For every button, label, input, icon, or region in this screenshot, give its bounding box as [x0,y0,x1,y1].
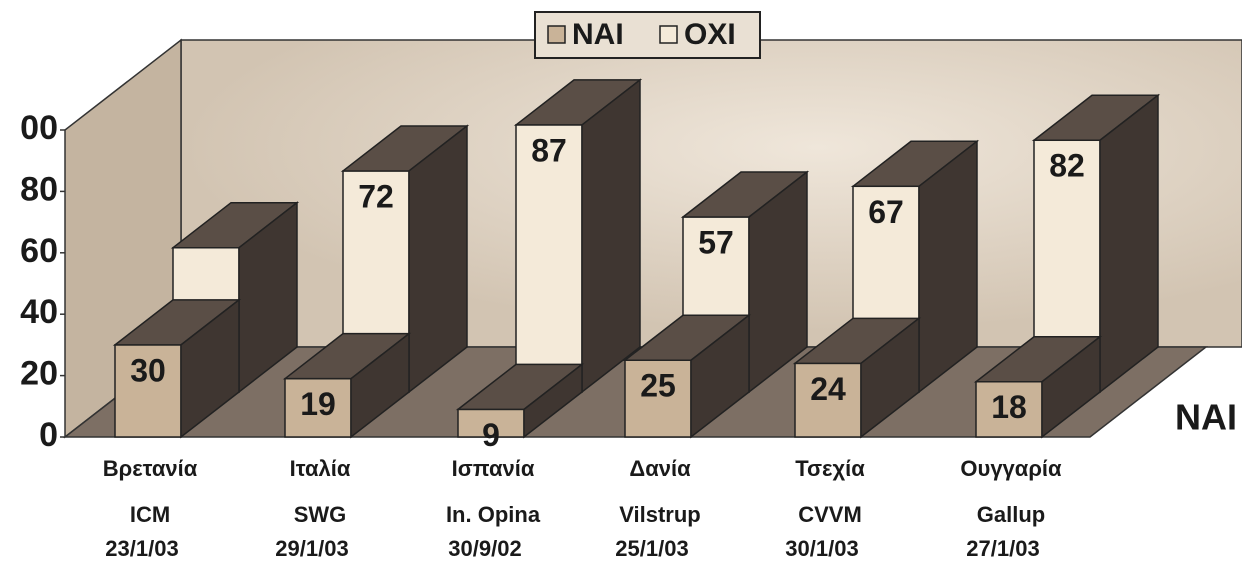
x-tick-label: Βρετανία [103,456,198,481]
bar-front [284,377,352,438]
x-tick-pollster: In. Opina [446,502,541,527]
x-tick-date: 27/1/03 [966,536,1039,561]
x-tick-pollster: ICM [130,502,170,527]
bar-side [860,316,920,439]
bar-side [408,124,468,394]
y-tick-label: 60 [20,232,58,270]
x-tick-label: Ισπανία [452,456,535,481]
value-label: 25 [640,368,676,404]
x-tick-pollster: CVVM [798,502,862,527]
y-tick-label: 80 [20,170,58,208]
bar-side [1041,335,1101,439]
x-tick-pollster: Gallup [977,502,1045,527]
y-tick-label: 0 [39,416,58,454]
bar-side [523,362,583,439]
x-tick-label: Δανία [629,456,691,481]
value-label: 67 [868,194,904,230]
y-tick-label: 20 [20,355,58,393]
legend-swatch [659,25,678,44]
y-tick-label: 00 [20,109,58,147]
bar-side [918,139,978,394]
bar-front [794,362,862,438]
legend-swatch [547,25,566,44]
x-tick-label: Ιταλία [290,456,351,481]
bar-side [581,78,641,394]
bar-front [975,380,1043,438]
value-label: 87 [531,132,567,168]
x-tick-label: Ουγγαρία [960,456,1062,481]
value-label: 82 [1049,148,1085,184]
value-label: 18 [991,389,1027,425]
x-tick-date: 25/1/03 [615,536,688,561]
x-tick-date: 23/1/03 [105,536,178,561]
value-label: 19 [300,386,336,422]
bar-side [690,313,750,439]
row-label: ΝΑΙ [1175,397,1237,438]
value-label: 24 [810,371,846,407]
bar-front [624,359,692,438]
y-tick-label: 40 [20,293,58,331]
bar-side [180,298,240,439]
x-tick-label: Τσεχία [795,456,865,481]
x-tick-pollster: Vilstrup [619,502,701,527]
bar-side [1099,93,1159,394]
legend [534,11,761,59]
value-label: 57 [698,224,734,260]
legend-label: ΟΧΙ [684,18,736,51]
bar-side [350,332,410,439]
bar-front [515,124,583,393]
value-label: 30 [130,352,166,388]
x-tick-date: 30/1/03 [785,536,858,561]
value-label: 72 [358,178,394,214]
bar-front [457,408,525,438]
x-tick-date: 30/9/02 [448,536,521,561]
x-tick-date: 29/1/03 [275,536,348,561]
x-tick-pollster: SWG [294,502,347,527]
legend-label: ΝΑΙ [572,18,624,51]
value-label: 9 [482,417,500,453]
